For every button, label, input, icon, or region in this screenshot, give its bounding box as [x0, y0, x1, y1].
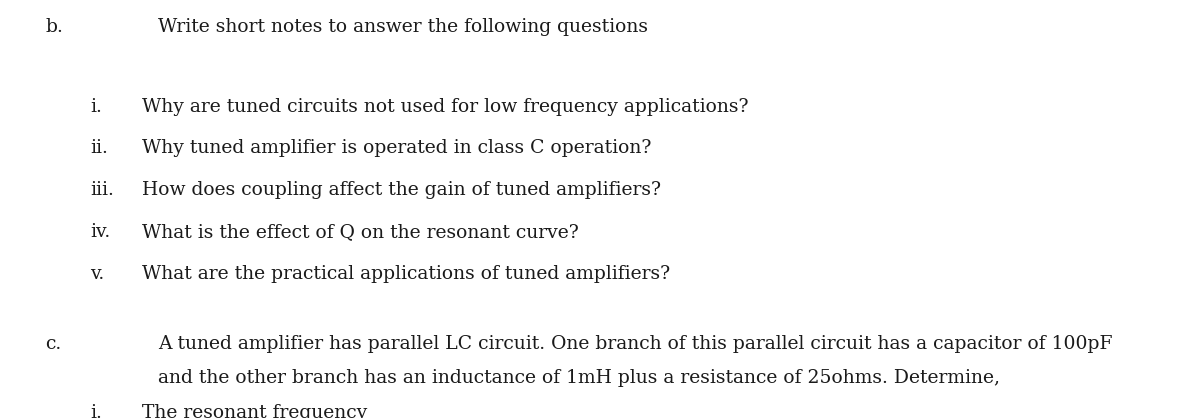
Text: i.: i. [90, 404, 102, 418]
Text: What are the practical applications of tuned amplifiers?: What are the practical applications of t… [142, 265, 670, 283]
Text: Why tuned amplifier is operated in class C operation?: Why tuned amplifier is operated in class… [142, 139, 650, 158]
Text: The resonant frequency: The resonant frequency [142, 404, 367, 418]
Text: iii.: iii. [90, 181, 114, 199]
Text: Why are tuned circuits not used for low frequency applications?: Why are tuned circuits not used for low … [142, 97, 748, 116]
Text: What is the effect of Q on the resonant curve?: What is the effect of Q on the resonant … [142, 223, 578, 241]
Text: Write short notes to answer the following questions: Write short notes to answer the followin… [158, 18, 648, 36]
Text: c.: c. [46, 334, 62, 353]
Text: b.: b. [46, 18, 64, 36]
Text: i.: i. [90, 97, 102, 116]
Text: iv.: iv. [90, 223, 110, 241]
Text: and the other branch has an inductance of 1mH plus a resistance of 25ohms. Deter: and the other branch has an inductance o… [158, 369, 1001, 387]
Text: ii.: ii. [90, 139, 108, 158]
Text: How does coupling affect the gain of tuned amplifiers?: How does coupling affect the gain of tun… [142, 181, 661, 199]
Text: A tuned amplifier has parallel LC circuit. One branch of this parallel circuit h: A tuned amplifier has parallel LC circui… [158, 334, 1112, 353]
Text: v.: v. [90, 265, 104, 283]
